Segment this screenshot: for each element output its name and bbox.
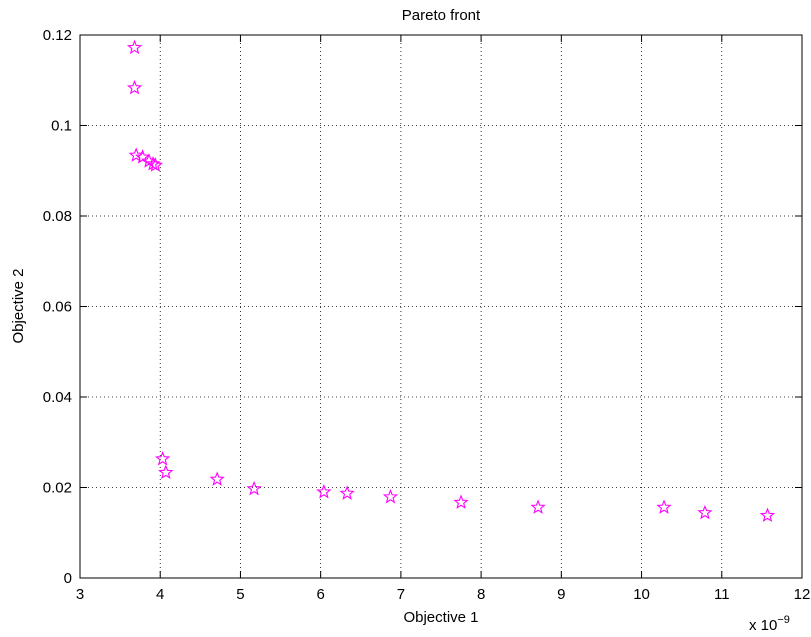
x-axis-scale-multiplier: x 10−9 xyxy=(749,614,790,634)
x-tick-label: 10 xyxy=(633,586,650,603)
data-point xyxy=(656,499,672,514)
data-point xyxy=(126,79,143,95)
data-point xyxy=(158,464,174,480)
data-point xyxy=(126,39,143,55)
x-tick-label: 9 xyxy=(557,586,565,603)
data-point xyxy=(155,450,171,466)
y-tick-label: 0 xyxy=(64,570,72,587)
y-tick-label: 0.02 xyxy=(43,480,72,497)
x-axis-scale-exponent: −9 xyxy=(777,614,790,626)
x-tick-label: 5 xyxy=(236,586,244,603)
data-point xyxy=(339,485,355,500)
grid-lines xyxy=(80,35,802,578)
data-point xyxy=(759,507,776,523)
x-tick-label: 8 xyxy=(477,586,485,603)
data-point xyxy=(141,153,157,168)
x-tick-labels: 3 4 5 6 7 8 9 10 11 12 xyxy=(76,586,811,603)
chart-title: Pareto front xyxy=(402,7,481,24)
data-point xyxy=(453,494,469,509)
y-axis-label: Objective 2 xyxy=(10,268,27,343)
y-tick-label: 0.06 xyxy=(43,299,72,316)
y-tick-label: 0.1 xyxy=(51,118,72,135)
data-point xyxy=(209,471,225,486)
x-tick-label: 3 xyxy=(76,586,84,603)
data-point xyxy=(134,149,151,164)
data-point xyxy=(382,488,399,504)
data-point xyxy=(128,147,144,162)
data-point xyxy=(246,480,262,496)
x-axis-label: Objective 1 xyxy=(403,609,478,626)
x-tick-label: 4 xyxy=(156,586,164,603)
x-tick-label: 7 xyxy=(397,586,405,603)
data-points xyxy=(126,39,776,523)
y-tick-label: 0.04 xyxy=(43,389,72,406)
x-tick-label: 6 xyxy=(316,586,324,603)
y-tick-labels: 0 0.02 0.04 0.06 0.08 0.1 0.12 xyxy=(43,27,72,587)
y-tick-label: 0.12 xyxy=(43,27,72,44)
data-point xyxy=(530,499,546,514)
data-point xyxy=(147,157,164,172)
x-axis-scale-base: x 10 xyxy=(749,617,777,634)
data-point xyxy=(697,504,713,520)
axis-ticks xyxy=(79,34,803,579)
x-tick-label: 12 xyxy=(794,586,811,603)
x-tick-label: 11 xyxy=(714,586,730,603)
data-point xyxy=(316,483,332,499)
y-tick-label: 0.08 xyxy=(43,208,72,225)
